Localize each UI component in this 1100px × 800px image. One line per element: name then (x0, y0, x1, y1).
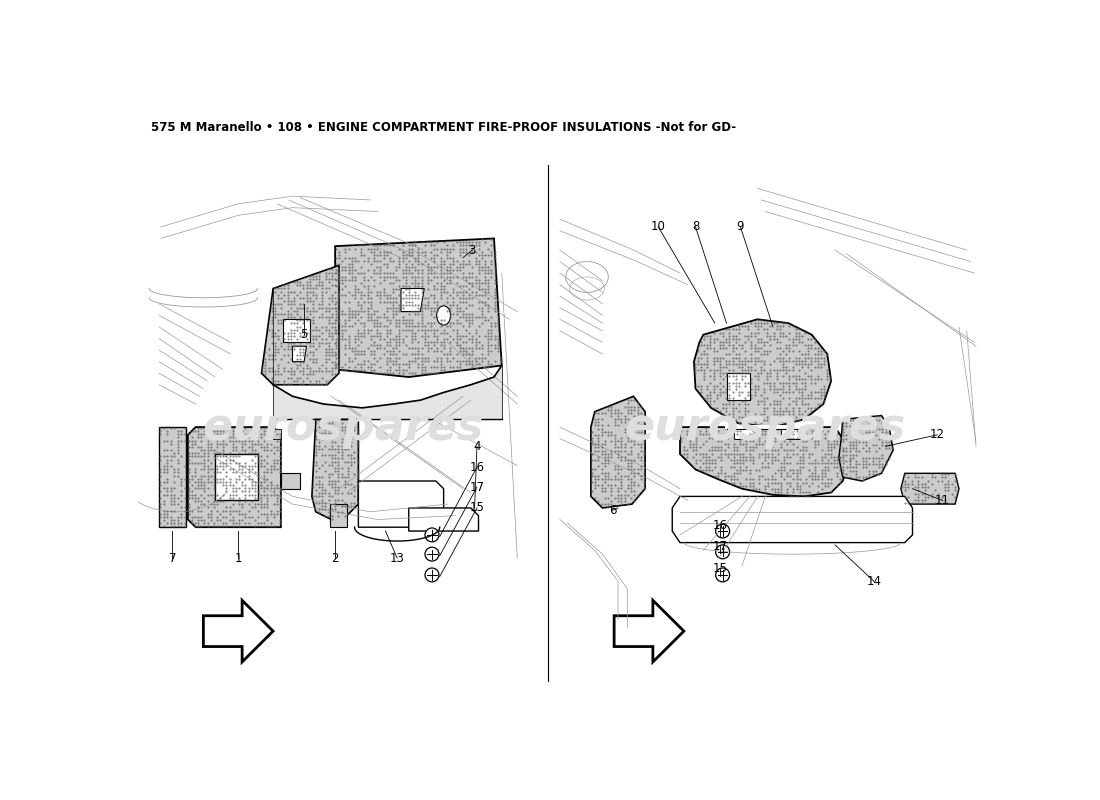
Text: 8: 8 (692, 220, 700, 234)
Polygon shape (293, 346, 307, 362)
Polygon shape (280, 474, 300, 489)
Circle shape (716, 545, 729, 558)
Text: 16: 16 (470, 461, 484, 474)
Text: 12: 12 (930, 428, 945, 442)
Polygon shape (204, 600, 273, 662)
Polygon shape (901, 474, 959, 504)
Polygon shape (402, 289, 425, 312)
Polygon shape (359, 481, 443, 527)
Polygon shape (614, 600, 684, 662)
Text: 13: 13 (389, 551, 405, 565)
Polygon shape (672, 496, 913, 542)
Circle shape (425, 547, 439, 561)
Text: 575 M Maranello • 108 • ENGINE COMPARTMENT FIRE-PROOF INSULATIONS -Not for GD-: 575 M Maranello • 108 • ENGINE COMPARTME… (152, 121, 737, 134)
Polygon shape (283, 319, 309, 342)
Text: 16: 16 (713, 519, 728, 532)
Polygon shape (330, 504, 346, 527)
Polygon shape (214, 454, 257, 500)
Text: 11: 11 (935, 494, 949, 506)
Text: 3: 3 (469, 243, 476, 257)
Circle shape (425, 528, 439, 542)
Circle shape (716, 568, 729, 582)
Circle shape (716, 524, 729, 538)
Polygon shape (336, 238, 502, 377)
Text: 15: 15 (713, 562, 728, 575)
Text: eurospares: eurospares (202, 406, 484, 449)
Text: 17: 17 (713, 540, 728, 553)
Circle shape (425, 568, 439, 582)
Polygon shape (680, 427, 850, 496)
Text: 5: 5 (300, 328, 308, 341)
Polygon shape (160, 427, 186, 527)
Text: eurospares: eurospares (625, 406, 906, 449)
Ellipse shape (437, 306, 451, 325)
Polygon shape (188, 427, 280, 527)
Polygon shape (726, 373, 750, 400)
Text: 1: 1 (234, 551, 242, 565)
Polygon shape (735, 427, 754, 438)
Text: 9: 9 (737, 220, 745, 234)
Text: 4: 4 (473, 440, 481, 453)
Polygon shape (591, 396, 645, 508)
Polygon shape (409, 508, 478, 531)
Polygon shape (312, 419, 359, 519)
Text: 14: 14 (867, 574, 881, 587)
Text: 2: 2 (331, 551, 339, 565)
Text: 17: 17 (470, 481, 484, 494)
Text: 10: 10 (651, 220, 666, 234)
Text: 6: 6 (608, 504, 616, 517)
Text: 7: 7 (168, 551, 176, 565)
Polygon shape (270, 429, 280, 438)
Text: 15: 15 (470, 502, 484, 514)
Polygon shape (262, 266, 339, 385)
Polygon shape (781, 427, 800, 438)
Polygon shape (839, 415, 893, 481)
Polygon shape (694, 319, 832, 427)
